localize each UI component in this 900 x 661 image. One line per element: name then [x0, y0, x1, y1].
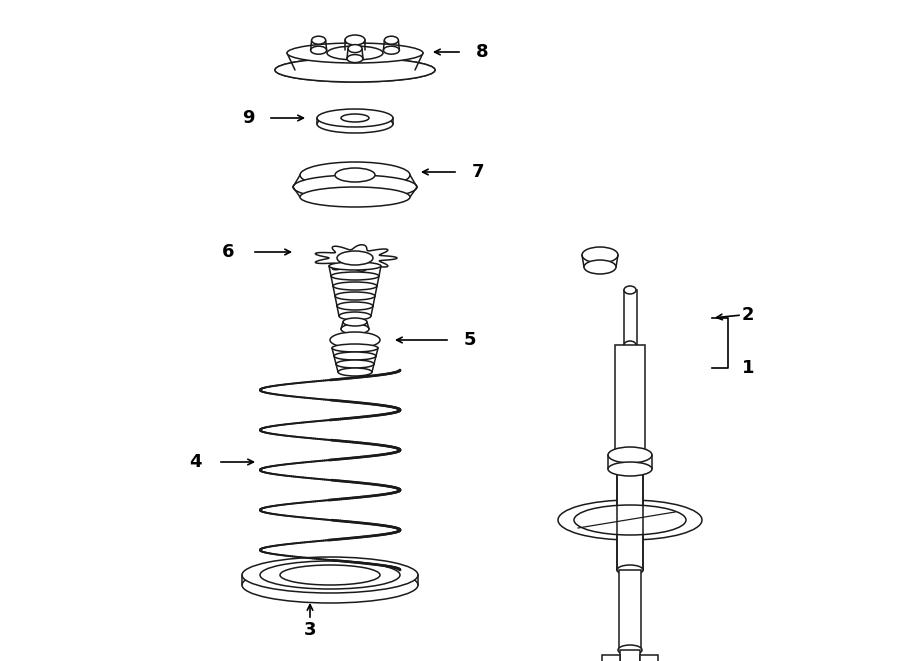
Bar [602, 655, 620, 661]
Ellipse shape [327, 46, 383, 60]
Ellipse shape [260, 561, 400, 589]
Ellipse shape [280, 565, 380, 585]
Ellipse shape [336, 360, 374, 368]
Ellipse shape [615, 450, 645, 460]
Ellipse shape [384, 36, 399, 44]
Text: 1: 1 [742, 359, 754, 377]
Text: 4: 4 [189, 453, 202, 471]
Ellipse shape [300, 187, 410, 207]
Text: 6: 6 [221, 243, 234, 261]
Ellipse shape [293, 175, 417, 199]
Ellipse shape [334, 352, 376, 360]
Ellipse shape [624, 286, 636, 294]
Ellipse shape [335, 168, 375, 182]
Ellipse shape [584, 260, 616, 274]
Text: 9: 9 [242, 109, 254, 127]
Ellipse shape [347, 55, 363, 63]
Ellipse shape [341, 324, 369, 334]
Ellipse shape [275, 58, 435, 82]
Bar [615, 345, 645, 455]
Ellipse shape [558, 500, 702, 540]
Ellipse shape [338, 368, 372, 376]
Ellipse shape [317, 109, 393, 127]
Bar [617, 469, 643, 570]
Ellipse shape [330, 332, 380, 348]
Ellipse shape [343, 318, 367, 326]
Text: 2: 2 [742, 306, 754, 324]
Ellipse shape [582, 247, 618, 263]
Ellipse shape [337, 251, 373, 265]
Ellipse shape [317, 115, 393, 133]
Ellipse shape [348, 44, 362, 53]
Ellipse shape [310, 46, 327, 54]
Ellipse shape [300, 162, 410, 188]
Ellipse shape [333, 282, 377, 290]
Ellipse shape [339, 312, 371, 320]
Ellipse shape [608, 462, 652, 476]
Ellipse shape [331, 272, 379, 280]
Ellipse shape [618, 645, 642, 655]
Bar [620, 650, 640, 661]
Ellipse shape [337, 302, 373, 310]
Text: 8: 8 [476, 43, 489, 61]
Text: 7: 7 [472, 163, 484, 181]
Ellipse shape [242, 567, 418, 603]
Text: 5: 5 [464, 331, 476, 349]
Ellipse shape [345, 35, 365, 45]
Ellipse shape [624, 341, 636, 349]
Ellipse shape [242, 557, 418, 593]
Ellipse shape [608, 447, 652, 463]
Ellipse shape [275, 58, 435, 82]
Ellipse shape [617, 565, 643, 575]
Ellipse shape [335, 292, 375, 300]
Ellipse shape [574, 505, 686, 535]
Bar [624, 290, 637, 345]
Ellipse shape [332, 344, 378, 352]
Text: 3: 3 [304, 621, 316, 639]
Ellipse shape [329, 262, 381, 270]
Ellipse shape [287, 43, 423, 63]
Ellipse shape [383, 46, 400, 54]
Bar [640, 655, 658, 661]
Ellipse shape [311, 36, 326, 44]
Polygon shape [315, 245, 397, 271]
Bar [619, 570, 641, 650]
Ellipse shape [341, 114, 369, 122]
